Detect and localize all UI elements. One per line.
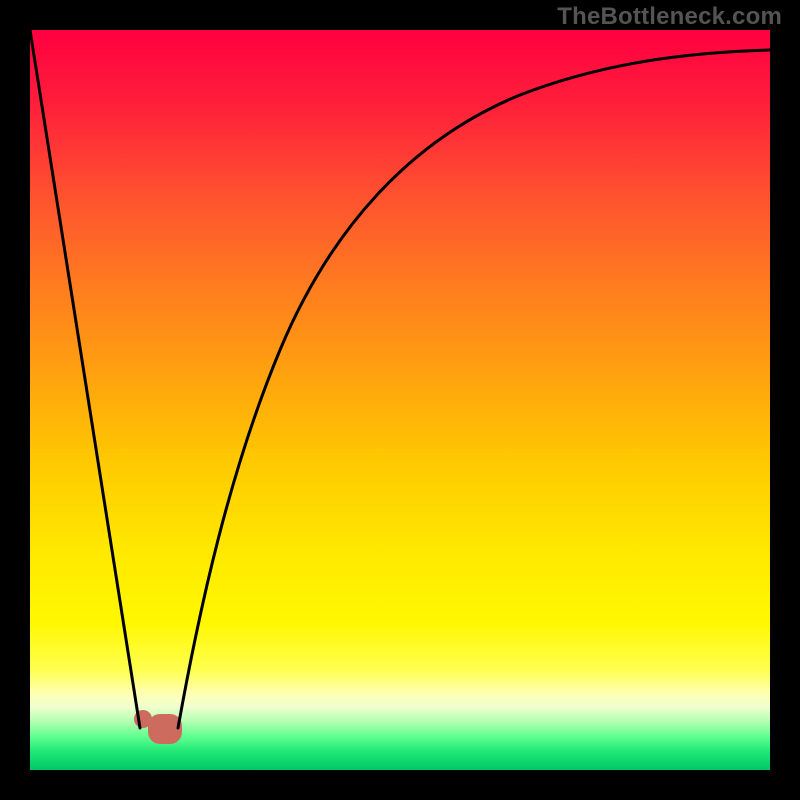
gradient-background xyxy=(30,30,770,770)
chart-svg xyxy=(0,0,800,800)
watermark-text: TheBottleneck.com xyxy=(557,3,782,31)
plot-area xyxy=(30,30,770,770)
